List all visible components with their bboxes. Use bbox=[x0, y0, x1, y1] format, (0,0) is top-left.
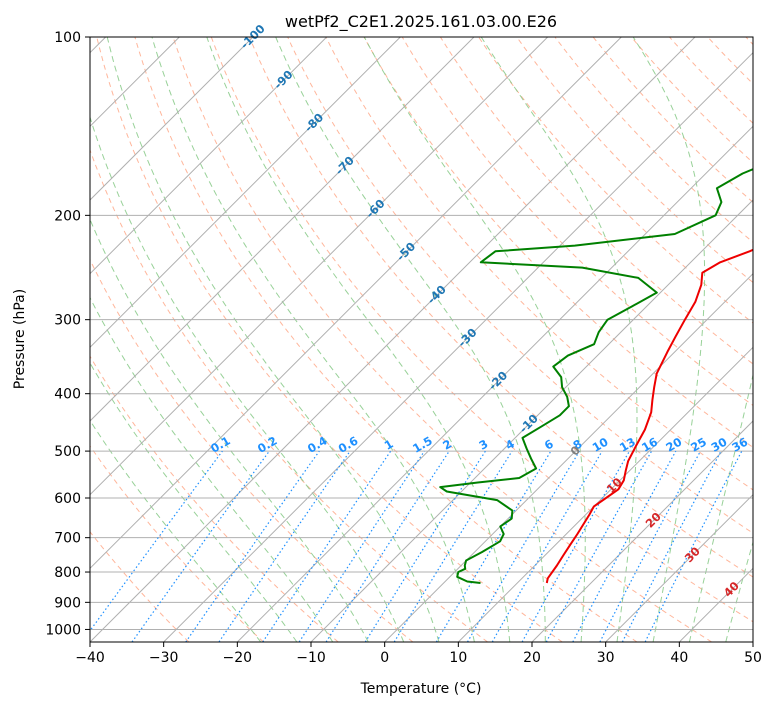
mixing-ratio-line bbox=[468, 451, 580, 642]
mixing-ratio-label: 10 bbox=[590, 435, 611, 455]
x-tick-label: 50 bbox=[744, 650, 762, 666]
mixing-ratio-label: 6 bbox=[542, 437, 556, 453]
dry-adiabat bbox=[59, 37, 488, 642]
isotherm-line bbox=[532, 37, 775, 642]
mixing-ratio-label: 2 bbox=[440, 437, 454, 453]
mixing-ratio-label: 13 bbox=[617, 435, 638, 455]
dry-adiabat bbox=[555, 37, 775, 642]
x-tick-label: −30 bbox=[149, 650, 179, 666]
isotherm-line bbox=[16, 37, 621, 642]
y-tick-label: 200 bbox=[54, 208, 81, 224]
mixing-ratio-label: 0.4 bbox=[305, 433, 330, 455]
mixing-ratio-line bbox=[326, 451, 449, 642]
y-tick-label: 300 bbox=[54, 313, 81, 329]
mixing-ratio-line bbox=[436, 451, 551, 642]
mixing-ratio-label: 0.2 bbox=[255, 433, 280, 455]
isotherm-label: 40 bbox=[721, 579, 742, 600]
chart-title: wetPf2_C2E1.2025.161.03.00.E26 bbox=[285, 12, 557, 32]
dry-adiabat bbox=[0, 37, 338, 642]
isotherm-line bbox=[385, 37, 775, 642]
mixing-ratio-label: 1.5 bbox=[410, 433, 435, 455]
dry-adiabat bbox=[97, 37, 563, 642]
y-tick-label: 500 bbox=[54, 444, 81, 460]
x-tick-label: 40 bbox=[670, 650, 688, 666]
mixing-ratio-label: 20 bbox=[663, 435, 684, 455]
mixing-ratio-label: 3 bbox=[476, 437, 490, 453]
dry-adiabat bbox=[593, 37, 775, 642]
y-axis-label: Pressure (hPa) bbox=[12, 289, 28, 389]
isotherm-line bbox=[0, 37, 253, 642]
x-tick-label: 30 bbox=[597, 650, 615, 666]
y-tick-label: 900 bbox=[54, 595, 81, 611]
dry-adiabat bbox=[0, 37, 189, 642]
dry-adiabat bbox=[440, 37, 775, 642]
x-tick-label: −20 bbox=[223, 650, 253, 666]
mixing-ratio-label: 36 bbox=[729, 435, 750, 455]
grid-layer bbox=[0, 37, 775, 642]
isotherm-label: -10 bbox=[516, 411, 541, 436]
y-tick-label: 800 bbox=[54, 565, 81, 581]
x-tick-label: −10 bbox=[296, 650, 326, 666]
isotherm-line bbox=[458, 37, 775, 642]
x-tick-label: 20 bbox=[523, 650, 541, 666]
plot-frame bbox=[90, 37, 753, 642]
y-tick-label: 700 bbox=[54, 531, 81, 547]
mixing-ratio-line bbox=[263, 451, 391, 642]
y-tick-label: 1000 bbox=[45, 622, 81, 638]
mixing-ratio-line bbox=[82, 451, 223, 642]
moist-adiabat bbox=[21, 105, 333, 642]
moist-adiabat bbox=[0, 128, 297, 642]
moist-adiabat bbox=[726, 37, 775, 642]
moist-adiabat bbox=[107, 37, 439, 642]
x-tick-label: −40 bbox=[75, 650, 105, 666]
mixing-ratio-line bbox=[365, 451, 485, 642]
dry-adiabat bbox=[20, 37, 413, 642]
y-tick-label: 600 bbox=[54, 491, 81, 507]
mixing-ratio-label: 0.6 bbox=[336, 433, 361, 455]
mixing-ratio-label: 30 bbox=[709, 435, 730, 455]
isotherm-label: 20 bbox=[643, 509, 664, 530]
isotherm-line bbox=[311, 37, 775, 642]
mixing-ratio-line bbox=[546, 451, 651, 642]
y-tick-label: 400 bbox=[54, 387, 81, 403]
dry-adiabat bbox=[288, 37, 775, 642]
moist-adiabat bbox=[689, 37, 775, 642]
isotherm-line bbox=[0, 37, 474, 642]
dewpoint-line bbox=[440, 37, 775, 583]
x-tick-label: 10 bbox=[449, 650, 467, 666]
isotherm-line bbox=[0, 37, 327, 642]
dry-adiabat bbox=[0, 37, 264, 642]
x-axis-label: Temperature (°C) bbox=[360, 681, 482, 697]
isotherm-label: -70 bbox=[332, 153, 357, 178]
dry-adiabat bbox=[708, 37, 775, 642]
mixing-ratio-line bbox=[299, 451, 424, 642]
isotherm-label: -50 bbox=[394, 239, 419, 264]
isotherm-line bbox=[90, 37, 695, 642]
dry-adiabat bbox=[517, 37, 775, 642]
dry-adiabat bbox=[326, 37, 775, 642]
dry-adiabat bbox=[479, 37, 775, 642]
mixing-ratio-label: 1 bbox=[382, 437, 396, 453]
moist-adiabat bbox=[0, 150, 261, 642]
moist-adiabat bbox=[46, 82, 368, 642]
mixing-ratio-label: 0.1 bbox=[208, 433, 233, 455]
mixing-ratio-label: 4 bbox=[503, 437, 517, 453]
data-lines-layer bbox=[440, 37, 775, 583]
isotherm-line bbox=[753, 37, 775, 642]
x-tick-label: 0 bbox=[380, 650, 389, 666]
isotherm-line bbox=[0, 37, 400, 642]
mixing-ratio-label: 16 bbox=[639, 435, 660, 455]
mixing-ratio-label: 25 bbox=[688, 435, 709, 455]
isotherm-label: -20 bbox=[486, 368, 511, 393]
y-tick-label: 100 bbox=[54, 30, 81, 46]
